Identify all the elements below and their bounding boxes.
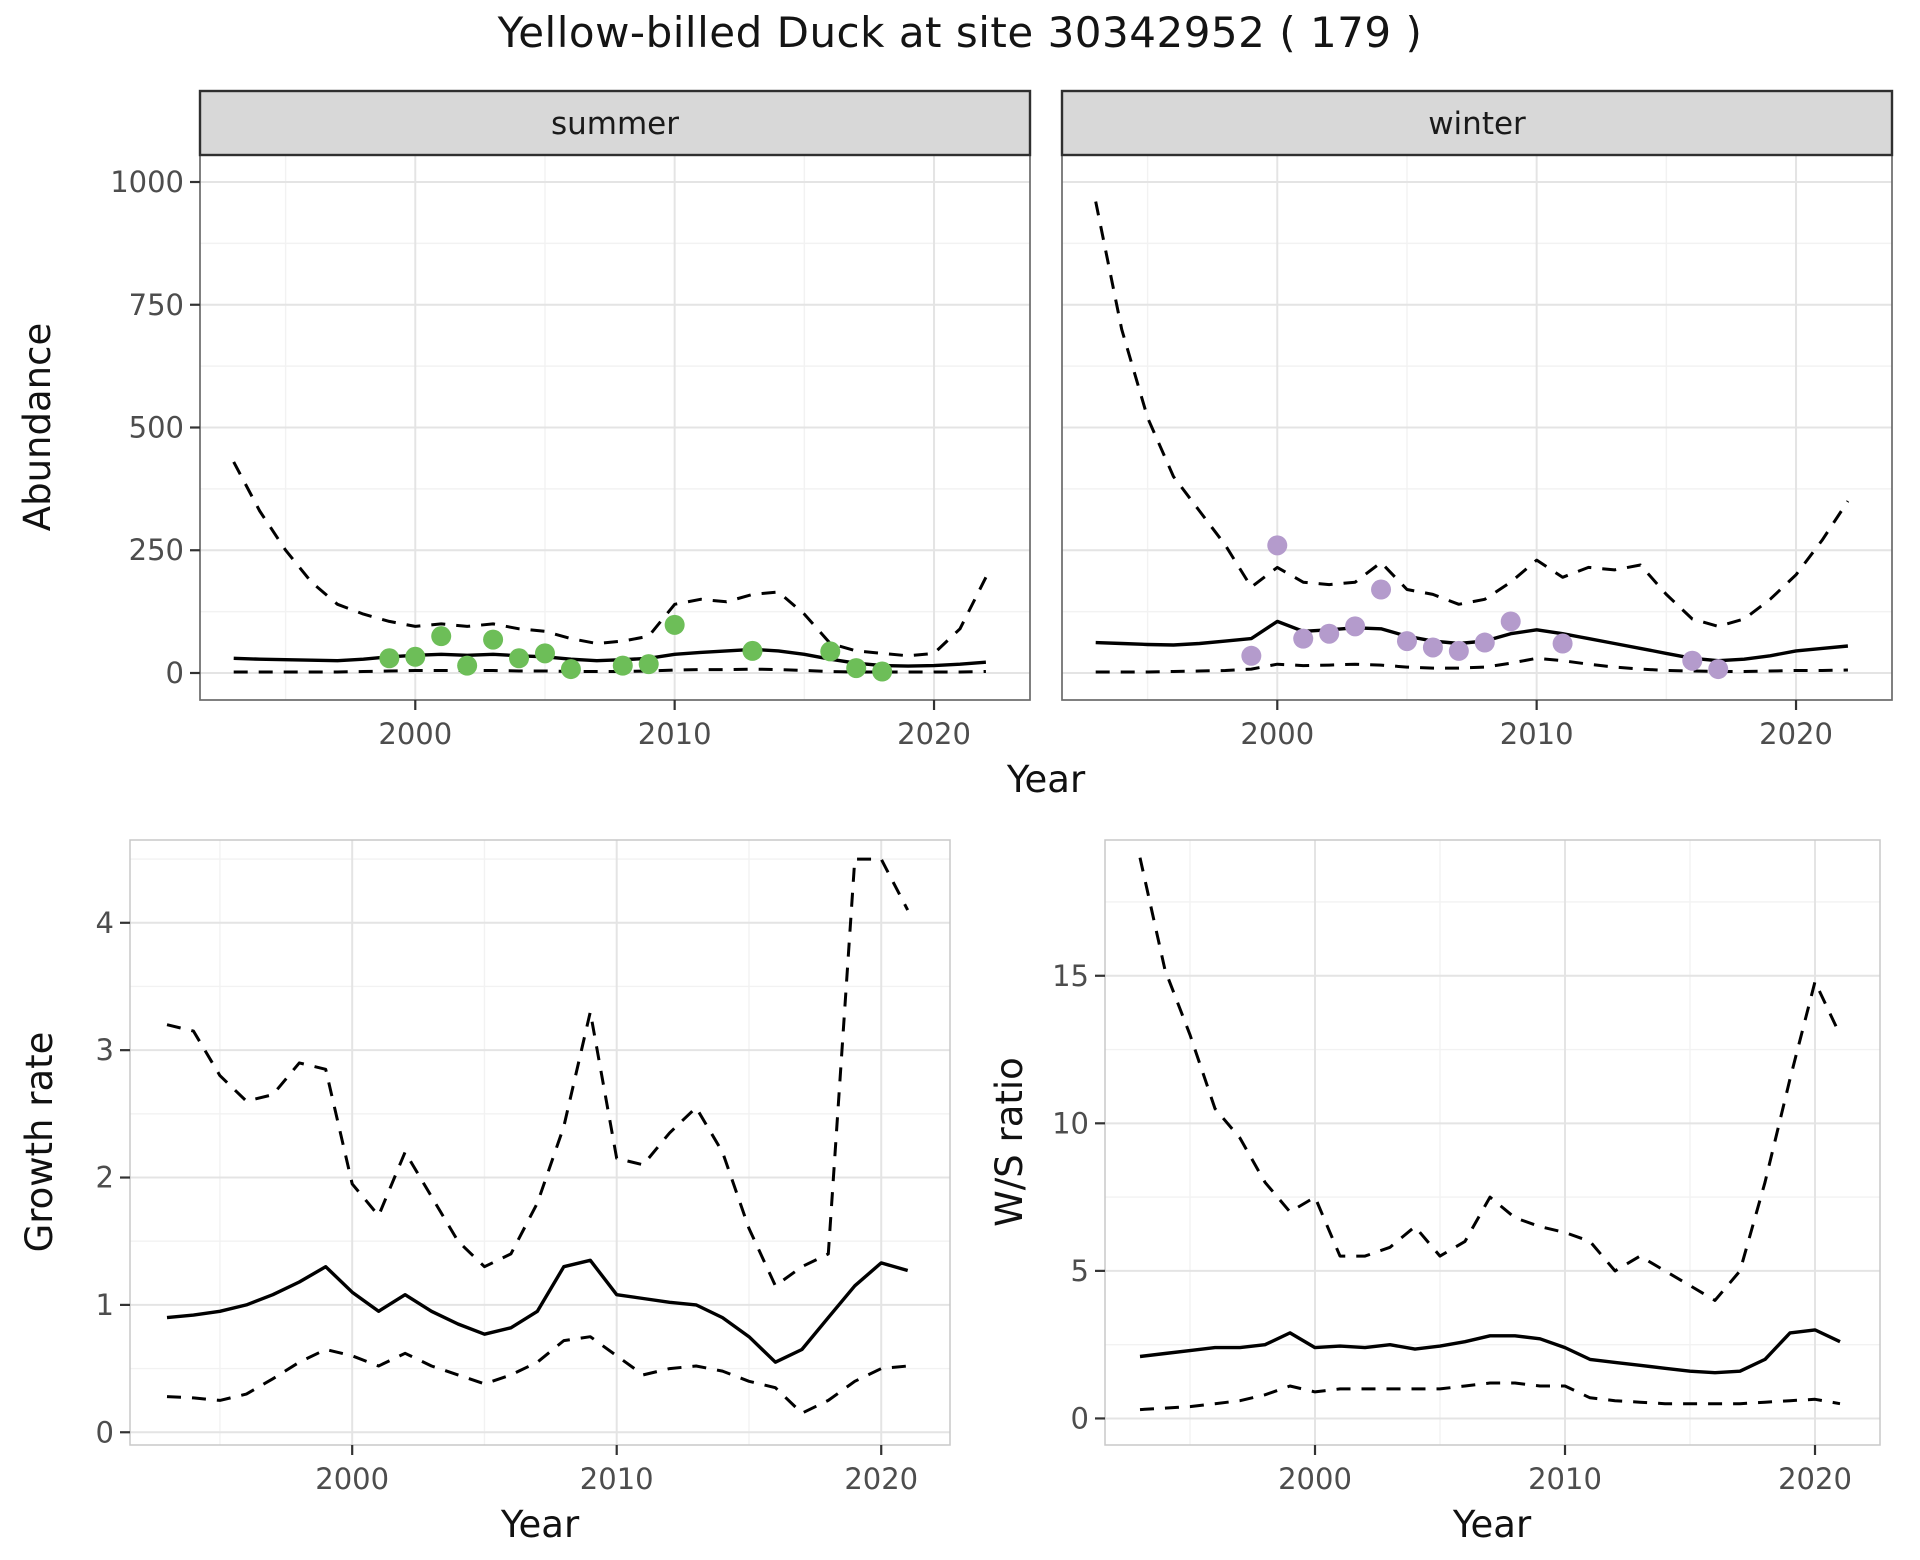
x-axis-label-top-row: Year [1006, 758, 1086, 801]
panel-border [129, 839, 951, 1446]
x-tick-label: 2000 [378, 717, 452, 751]
y-tick-label: 1000 [110, 165, 184, 199]
y-tick-label: 2 [96, 1161, 114, 1195]
data-point-observed_counts [1474, 632, 1495, 653]
data-point-observed_counts [1371, 579, 1392, 600]
x-tick-label: 2000 [1240, 717, 1314, 751]
figure-title: Yellow-billed Duck at site 30342952 ( 17… [497, 8, 1423, 57]
y-axis-label-abundance-summer: Abundance [16, 323, 59, 531]
series-median [166, 1258, 909, 1364]
data-point-observed_counts [664, 614, 685, 635]
data-point-observed_counts [405, 646, 426, 667]
data-point-observed_counts [1708, 659, 1729, 680]
x-tick-label: 2020 [1778, 1462, 1852, 1496]
data-point-observed_counts [1345, 616, 1366, 637]
facet-strip [198, 89, 1032, 157]
x-tick-label: 2000 [1278, 1462, 1352, 1496]
series-upper_95ci [232, 461, 988, 658]
data-point-observed_counts [509, 648, 530, 669]
data-point-observed_counts [820, 641, 841, 662]
y-axis-label-growth-rate: Growth rate [18, 1032, 61, 1253]
data-point-observed_counts [457, 655, 478, 676]
data-point-observed_counts [1448, 640, 1469, 661]
panel-background [130, 840, 950, 1445]
series-median [1139, 1328, 1841, 1375]
x-axis-label-growth-rate: Year [500, 1503, 580, 1546]
data-point-observed_counts [1552, 633, 1573, 654]
y-tick-label: 500 [129, 411, 184, 445]
data-point-observed_counts [483, 629, 504, 650]
data-point-observed_counts [742, 640, 763, 661]
facet-strip-label: winter [1428, 106, 1526, 142]
data-point-observed_counts [872, 661, 893, 682]
series-lower_95ci [1139, 1381, 1841, 1412]
y-tick-label: 10 [1052, 1106, 1089, 1140]
y-tick-label: 250 [129, 533, 184, 567]
series-lower_95ci [166, 1335, 908, 1415]
panel-abundance-summer: 2000 2010 2020 0 250 500 750 1000 summer [110, 89, 1032, 751]
x-tick-label: 2010 [1528, 1462, 1602, 1496]
facet-strip [1060, 89, 1894, 157]
x-tick-label: 2020 [1759, 717, 1833, 751]
data-point-observed_counts [612, 655, 633, 676]
data-point-observed_counts [1267, 535, 1288, 556]
y-tick-label: 1 [96, 1288, 114, 1322]
data-point-observed_counts [1682, 650, 1703, 671]
x-tick-label: 2010 [638, 717, 712, 751]
y-tick-label: 3 [96, 1033, 114, 1067]
data-point-observed_counts [379, 648, 400, 669]
data-point-observed_counts [1396, 631, 1417, 652]
data-point-observed_counts [560, 659, 581, 680]
x-tick-label: 2000 [315, 1462, 389, 1496]
facet-strip-label: summer [551, 106, 679, 142]
y-tick-label: 4 [96, 906, 114, 940]
y-tick-label: 0 [96, 1415, 114, 1449]
panel-border [1104, 839, 1881, 1446]
panel-abundance-winter: 2000 2010 2020 winter [1060, 89, 1894, 751]
panel-growth-rate: 2000 2010 2020 0 1 2 3 4 [96, 839, 951, 1496]
data-point-observed_counts [1293, 628, 1314, 649]
data-point-observed_counts [431, 626, 452, 647]
series-upper_95ci [1138, 857, 1842, 1302]
data-point-observed_counts [846, 658, 867, 679]
x-tick-label: 2010 [1500, 717, 1574, 751]
x-tick-label: 2020 [844, 1462, 918, 1496]
panel-ws-ratio: 2000 2010 2020 0 5 10 15 [1052, 839, 1881, 1496]
x-axis-label-ws-ratio: Year [1452, 1503, 1532, 1546]
x-tick-label: 2020 [897, 717, 971, 751]
y-tick-label: 5 [1071, 1254, 1089, 1288]
data-point-observed_counts [638, 654, 659, 675]
data-point-observed_counts [1241, 645, 1262, 666]
data-point-observed_counts [1422, 637, 1443, 658]
series-upper_95ci [166, 857, 910, 1288]
y-tick-label: 0 [1071, 1401, 1089, 1435]
y-tick-label: 750 [129, 288, 184, 322]
y-axis-label-ws-ratio: W/S ratio [988, 1057, 1031, 1227]
panel-background [1105, 840, 1880, 1445]
data-point-observed_counts [1500, 611, 1521, 632]
data-point-observed_counts [1319, 623, 1340, 644]
y-tick-label: 15 [1052, 959, 1089, 993]
data-point-observed_counts [534, 643, 555, 664]
x-tick-label: 2010 [580, 1462, 654, 1496]
y-tick-label: 0 [166, 656, 184, 690]
